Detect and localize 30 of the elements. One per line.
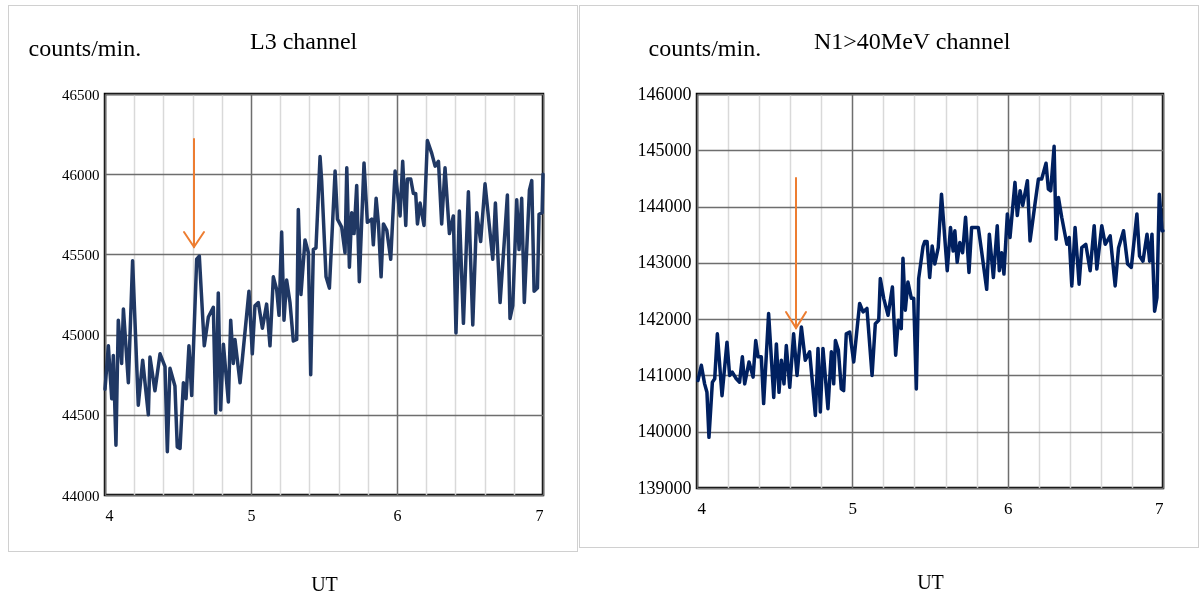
y-tick-label: 144000: [637, 196, 692, 217]
x-tick-label: 4: [697, 498, 707, 518]
y-tick-label: 145000: [637, 139, 692, 160]
x-tick-label: 4: [105, 506, 114, 524]
y-tick-label: 142000: [637, 308, 692, 329]
x-tick-label: 6: [1003, 498, 1013, 518]
x-tick-label: 6: [393, 506, 402, 524]
chart-title: N1>40MeV channel: [814, 27, 1011, 56]
y-tick-label: 139000: [637, 477, 692, 498]
x-tick-label: 7: [1155, 498, 1164, 518]
y-tick-label: 140000: [637, 421, 692, 442]
x-tick-label: 7: [535, 506, 544, 524]
y-tick-label: 44500: [62, 407, 100, 424]
y-tick-label: 141000: [637, 364, 692, 385]
y-tick-label: 45500: [62, 246, 100, 263]
chart-title: L3 channel: [250, 27, 358, 56]
y-tick-label: 146000: [637, 83, 692, 104]
y-tick-label: 143000: [637, 252, 692, 273]
y-axis-title: counts/min.: [28, 34, 142, 61]
line-series: [103, 138, 545, 454]
y-tick-label: 45000: [62, 327, 100, 344]
line-series: [696, 144, 1165, 440]
y-axis-title: counts/min.: [648, 34, 762, 61]
y-tick-label: 46000: [62, 166, 100, 183]
x-tick-label: 5: [848, 498, 858, 518]
y-tick-label: 46500: [62, 86, 100, 103]
x-axis-title: UT: [917, 570, 944, 593]
x-tick-label: 5: [247, 506, 256, 524]
y-tick-label: 44000: [62, 487, 100, 504]
x-axis-title: UT: [311, 572, 338, 595]
